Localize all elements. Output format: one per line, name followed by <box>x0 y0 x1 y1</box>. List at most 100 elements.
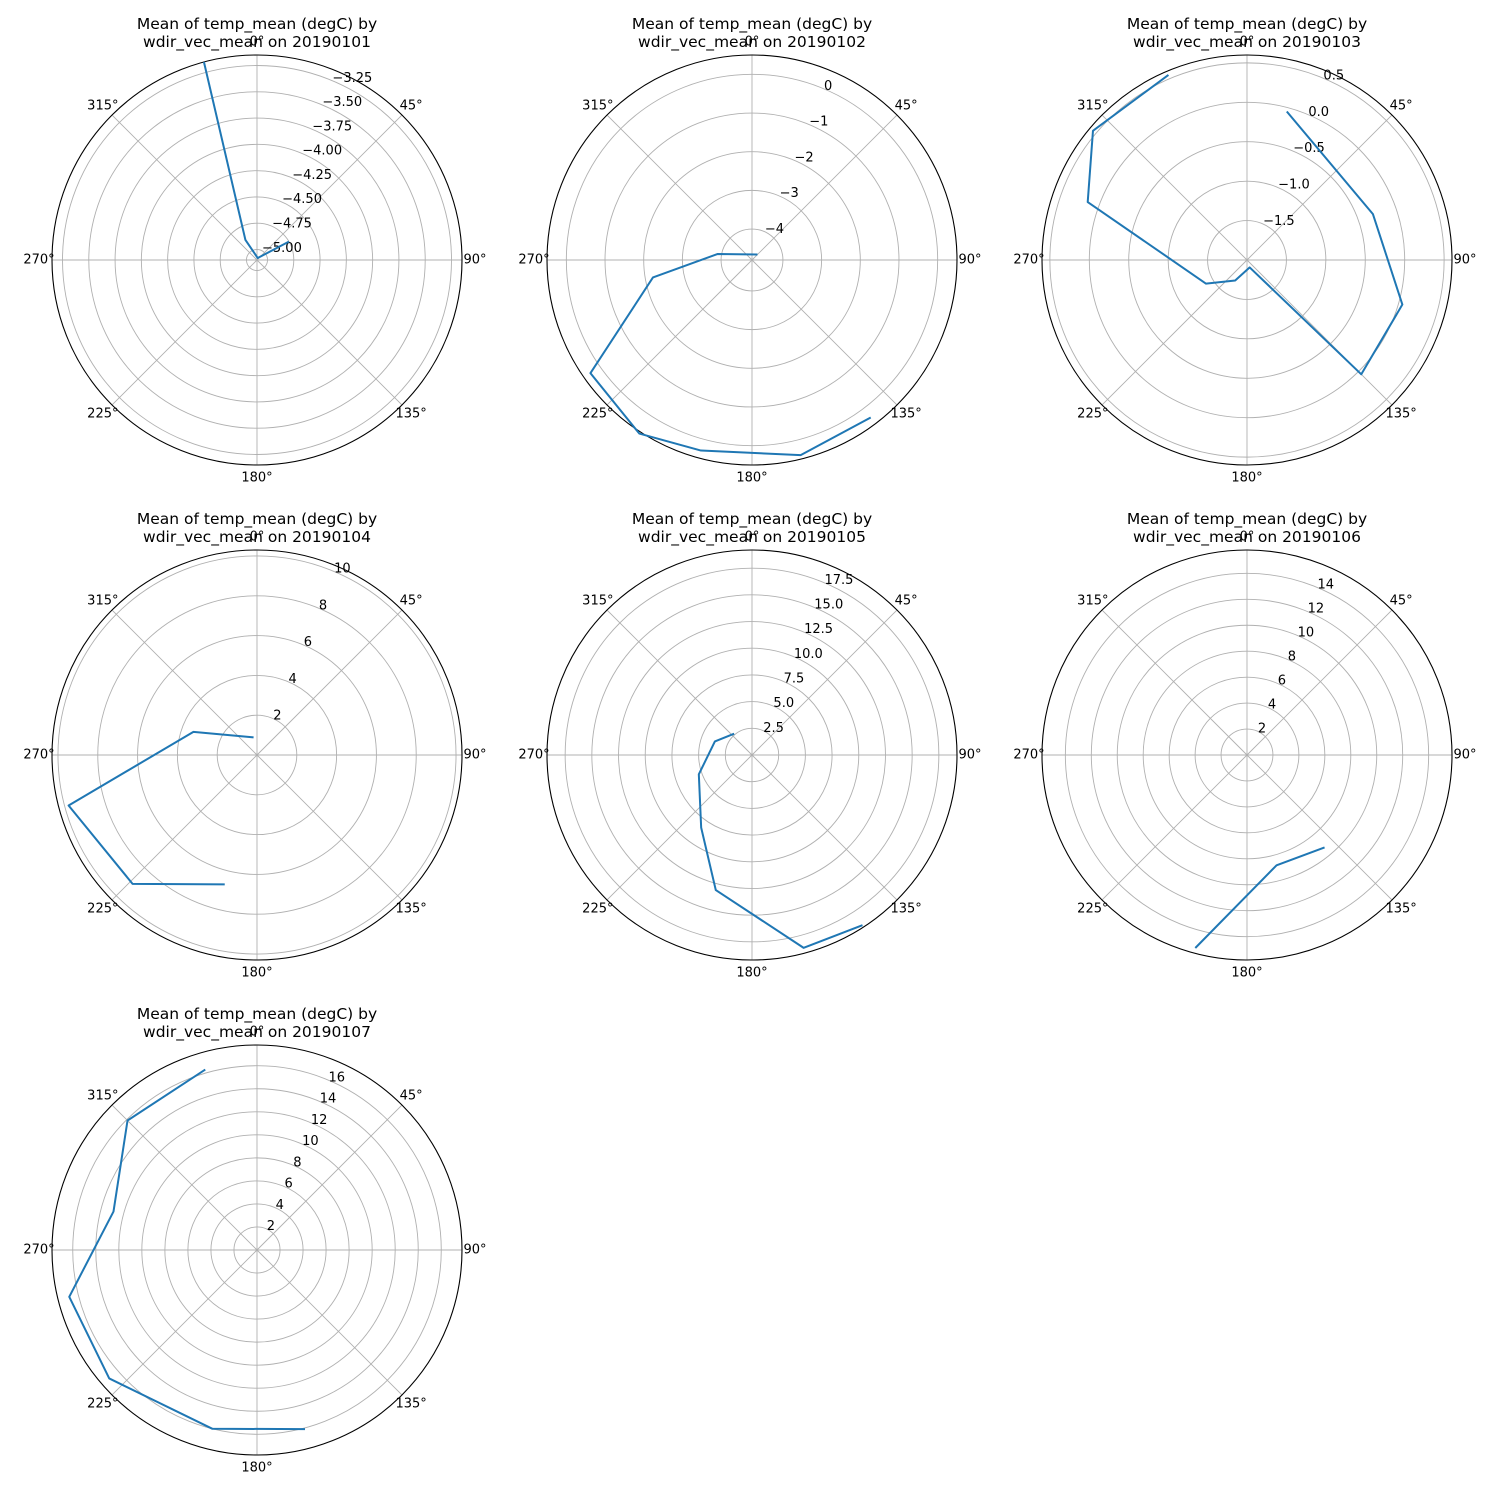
series-line <box>67 730 254 886</box>
angular-gridline <box>111 609 258 756</box>
polar-spine <box>1041 54 1453 466</box>
radial-tick-label: −4.00 <box>302 144 342 159</box>
subplot-title-line-2: wdir_vec_mean on 20190102 <box>638 33 866 52</box>
angle-tick-label: 90° <box>1453 748 1476 763</box>
radial-tick-label: 8 <box>1288 650 1296 665</box>
angle-tick-label: 90° <box>1453 253 1476 268</box>
angular-gridline <box>111 754 258 901</box>
angle-tick-label: 315° <box>1077 98 1108 113</box>
angle-tick-label: 225° <box>87 902 118 917</box>
angle-tick-label: 135° <box>395 407 426 422</box>
polar-subplot-5: Mean of temp_mean (degC) bywdir_vec_mean… <box>518 510 981 981</box>
polar-spine <box>546 549 958 961</box>
angle-tick-label: 315° <box>87 1088 118 1103</box>
angle-tick-label: 135° <box>1385 407 1416 422</box>
radial-tick-label: 6 <box>284 1177 292 1192</box>
polar-spine <box>51 54 463 466</box>
angle-tick-label: 270° <box>1013 748 1044 763</box>
angular-gridline <box>111 259 258 406</box>
radial-tick-label: −4.50 <box>282 192 322 207</box>
angular-gridline <box>1246 609 1393 756</box>
subplot-title-line-1: Mean of temp_mean (degC) by <box>1127 510 1367 529</box>
angular-gridline <box>751 754 898 901</box>
angular-gridline <box>606 754 753 901</box>
radial-tick-label: 15.0 <box>814 598 843 613</box>
subplot-title-line-1: Mean of temp_mean (degC) by <box>137 510 377 529</box>
radial-tick-label: 2 <box>1258 722 1266 737</box>
radial-tick-label: 2.5 <box>763 721 784 736</box>
angle-tick-label: 135° <box>890 407 921 422</box>
angular-gridline <box>1101 609 1248 756</box>
subplot-title-line-1: Mean of temp_mean (degC) by <box>632 15 872 34</box>
angle-tick-label: 135° <box>1385 902 1416 917</box>
radial-tick-label: 8 <box>319 598 327 613</box>
polar-subplot-6: Mean of temp_mean (degC) bywdir_vec_mean… <box>1013 510 1476 981</box>
polar-subplot-4: Mean of temp_mean (degC) bywdir_vec_mean… <box>23 510 486 981</box>
angular-gridline <box>1101 114 1248 261</box>
radial-tick-label: 2 <box>267 1219 275 1234</box>
radial-tick-label: 10 <box>1298 626 1315 641</box>
radial-tick-label: −1.0 <box>1278 178 1310 193</box>
radial-tick-label: 10.0 <box>794 647 823 662</box>
radial-tick-label: −4.25 <box>292 168 332 183</box>
subplot-title-line-2: wdir_vec_mean on 20190103 <box>1133 33 1361 52</box>
angular-gridline <box>606 609 753 756</box>
angle-tick-label: 45° <box>895 593 918 608</box>
radial-tick-label: −3.75 <box>312 119 352 134</box>
subplot-title-line-2: wdir_vec_mean on 20190106 <box>1133 528 1361 547</box>
angle-tick-label: 45° <box>1390 593 1413 608</box>
radial-tick-label: 0.0 <box>1308 105 1329 120</box>
subplot-title-line-1: Mean of temp_mean (degC) by <box>137 1005 377 1024</box>
subplot-title-line-1: Mean of temp_mean (degC) by <box>632 510 872 529</box>
angle-tick-label: 0° <box>1240 35 1255 50</box>
angle-tick-label: 180° <box>1231 966 1262 981</box>
radial-tick-label: 7.5 <box>784 672 805 687</box>
radial-tick-label: 6 <box>304 635 312 650</box>
angle-tick-label: 315° <box>582 593 613 608</box>
radial-tick-label: 10 <box>302 1134 319 1149</box>
angular-gridline <box>1246 114 1393 261</box>
angle-tick-label: 180° <box>736 471 767 486</box>
series-line <box>1194 846 1325 949</box>
radial-tick-label: −1.5 <box>1263 214 1295 229</box>
angle-tick-label: 180° <box>241 966 272 981</box>
polar-subplot-7: Mean of temp_mean (degC) bywdir_vec_mean… <box>23 1005 486 1476</box>
radial-tick-label: −3.25 <box>332 71 372 86</box>
angular-gridline <box>1246 259 1393 406</box>
angle-tick-label: 225° <box>582 407 613 422</box>
angle-tick-label: 0° <box>745 530 760 545</box>
angle-tick-label: 45° <box>895 98 918 113</box>
subplot-title-line-2: wdir_vec_mean on 20190104 <box>143 528 371 547</box>
radial-tick-label: 0 <box>824 79 832 94</box>
angular-gridline <box>111 1249 258 1396</box>
angle-tick-label: 0° <box>1240 530 1255 545</box>
radial-tick-label: −1 <box>809 115 828 130</box>
series-line <box>697 732 863 949</box>
angle-tick-label: 270° <box>23 1243 54 1258</box>
angle-tick-label: 135° <box>395 902 426 917</box>
angle-tick-label: 225° <box>1077 407 1108 422</box>
angle-tick-label: 0° <box>250 1025 265 1040</box>
radial-tick-label: −4.75 <box>272 217 312 232</box>
polar-subplot-3: Mean of temp_mean (degC) bywdir_vec_mean… <box>1013 15 1476 486</box>
polar-spine <box>1041 549 1453 961</box>
radial-tick-label: 4 <box>276 1198 284 1213</box>
radial-tick-label: −3.50 <box>322 95 362 110</box>
angle-tick-label: 45° <box>400 1088 423 1103</box>
angular-gridline <box>111 1104 258 1251</box>
radial-tick-label: 12.5 <box>804 622 833 637</box>
angular-gridline <box>256 609 403 756</box>
series-line <box>68 1068 305 1431</box>
angle-tick-label: 225° <box>87 1397 118 1412</box>
angle-tick-label: 180° <box>1231 471 1262 486</box>
subplot-title-line-2: wdir_vec_mean on 20190107 <box>143 1023 371 1042</box>
angle-tick-label: 270° <box>23 253 54 268</box>
radial-tick-label: 4 <box>288 672 296 687</box>
angle-tick-label: 0° <box>250 530 265 545</box>
angle-tick-label: 45° <box>400 593 423 608</box>
radial-tick-label: −3 <box>780 186 799 201</box>
radial-tick-label: 14 <box>1318 578 1335 593</box>
radial-tick-label: 4 <box>1268 698 1276 713</box>
polar-spine <box>51 1044 463 1456</box>
